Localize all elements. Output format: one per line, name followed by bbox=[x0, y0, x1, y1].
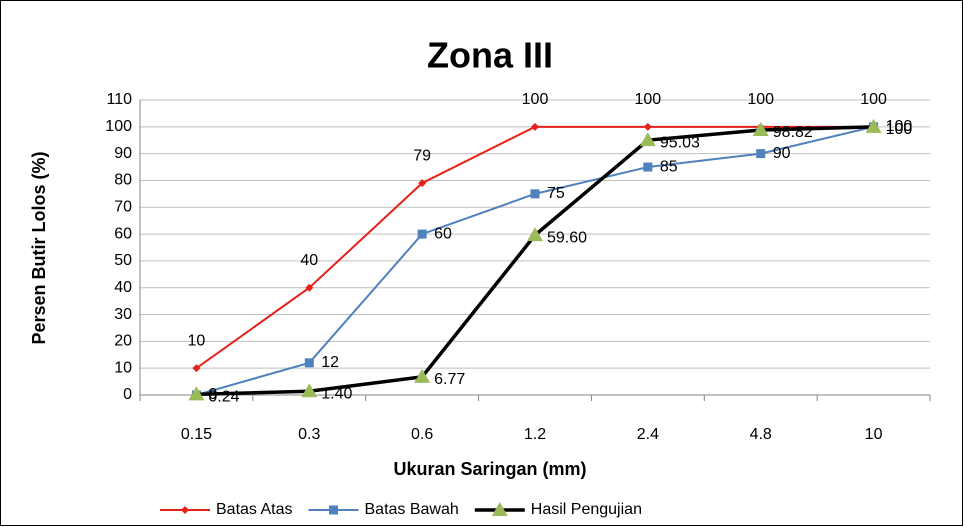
chart-title: Zona III bbox=[427, 35, 553, 76]
data-label: 0.24 bbox=[208, 389, 239, 406]
data-point bbox=[643, 122, 652, 131]
data-label: 10 bbox=[188, 332, 206, 349]
data-label: 6.77 bbox=[434, 371, 465, 388]
data-point bbox=[865, 118, 882, 133]
x-tick-label: 1.2 bbox=[524, 426, 546, 443]
data-label: 59.60 bbox=[547, 229, 587, 246]
y-tick-label: 30 bbox=[114, 306, 132, 323]
y-tick-label: 70 bbox=[114, 198, 132, 215]
data-label: 100 bbox=[886, 121, 913, 138]
y-tick-label: 40 bbox=[114, 279, 132, 296]
data-point bbox=[643, 162, 653, 172]
data-label: 100 bbox=[522, 91, 549, 108]
legend-marker bbox=[491, 502, 508, 516]
x-axis-title: Ukuran Saringan (mm) bbox=[393, 459, 586, 479]
data-point bbox=[304, 358, 314, 368]
data-label: 75 bbox=[547, 185, 565, 202]
data-point bbox=[192, 364, 201, 373]
data-point bbox=[527, 227, 543, 242]
x-tick-label: 0.15 bbox=[181, 426, 212, 443]
data-point bbox=[188, 386, 205, 401]
y-tick-label: 80 bbox=[114, 172, 132, 189]
data-label: 90 bbox=[773, 145, 791, 162]
y-tick-label: 90 bbox=[114, 145, 132, 162]
data-label: 1.40 bbox=[321, 385, 352, 402]
data-label: 100 bbox=[886, 118, 913, 135]
data-label: 40 bbox=[300, 252, 318, 269]
legend-label: Batas Atas bbox=[216, 501, 293, 518]
y-tick-label: 60 bbox=[114, 225, 132, 242]
legend-marker bbox=[329, 505, 338, 515]
data-label: 100 bbox=[860, 91, 887, 108]
legend-label: Batas Bawah bbox=[365, 501, 459, 518]
data-point bbox=[530, 189, 540, 199]
legend-label: Hasil Pengujian bbox=[531, 501, 642, 518]
y-axis-title: Persen Butir Lolos (%) bbox=[29, 151, 49, 344]
data-label: 98.82 bbox=[773, 124, 813, 141]
x-tick-label: 10 bbox=[865, 426, 883, 443]
x-tick-label: 0.3 bbox=[298, 426, 320, 443]
legend-marker bbox=[181, 506, 189, 514]
data-point bbox=[417, 229, 427, 239]
data-point bbox=[301, 383, 318, 398]
x-tick-label: 4.8 bbox=[750, 426, 772, 443]
data-point bbox=[756, 149, 766, 159]
data-label: 100 bbox=[747, 91, 774, 108]
y-tick-label: 110 bbox=[106, 91, 132, 108]
data-point bbox=[418, 179, 427, 188]
y-tick-label: 20 bbox=[114, 333, 132, 350]
data-point bbox=[531, 122, 539, 131]
data-label: 85 bbox=[660, 158, 678, 175]
data-label: 100 bbox=[635, 91, 662, 108]
x-tick-label: 0.6 bbox=[411, 426, 433, 443]
x-tick-label: 2.4 bbox=[637, 426, 659, 443]
data-label: 95.03 bbox=[660, 134, 700, 151]
y-tick-label: 100 bbox=[105, 118, 132, 135]
data-label: 12 bbox=[321, 354, 339, 371]
data-point bbox=[752, 121, 769, 136]
data-point bbox=[305, 283, 314, 292]
y-tick-label: 10 bbox=[114, 359, 132, 376]
data-point bbox=[414, 368, 431, 383]
y-tick-label: 50 bbox=[114, 252, 132, 269]
data-label: 79 bbox=[413, 147, 431, 164]
data-label: 60 bbox=[434, 225, 452, 242]
y-tick-label: 0 bbox=[123, 386, 132, 403]
data-point bbox=[639, 132, 656, 147]
